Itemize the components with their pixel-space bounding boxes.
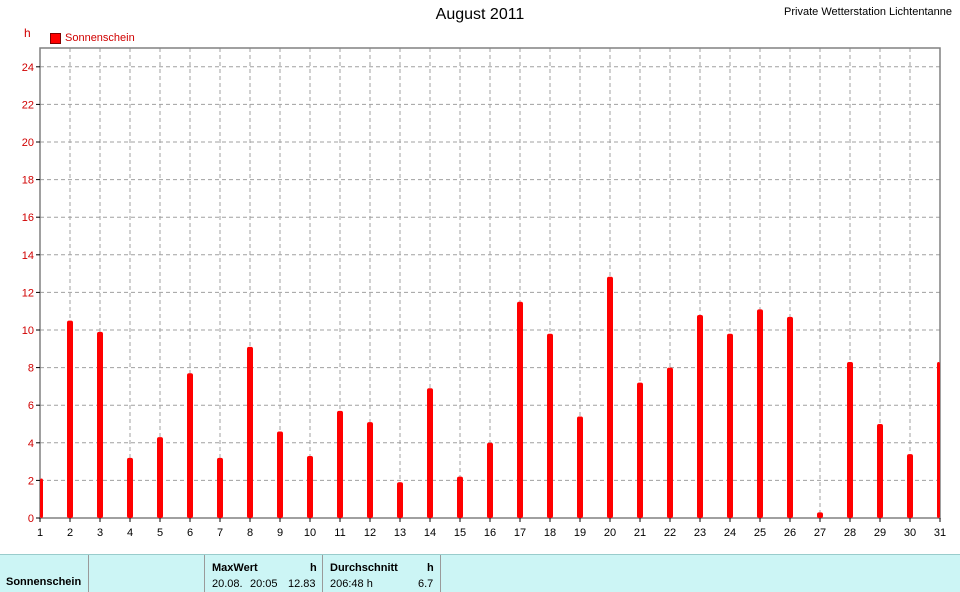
x-tick-label: 31 — [934, 527, 946, 539]
max-unit: h — [310, 562, 317, 574]
x-tick-label: 9 — [277, 527, 283, 539]
legend: Sonnenschein — [50, 32, 135, 44]
y-tick-label: 4 — [28, 438, 34, 450]
x-tick-label: 30 — [904, 527, 916, 539]
bar — [667, 367, 673, 518]
x-tick-label: 14 — [424, 527, 436, 539]
bar — [607, 276, 613, 518]
max-header: MaxWert — [212, 562, 258, 574]
bar — [97, 331, 103, 518]
y-tick-label: 0 — [28, 513, 34, 525]
x-tick-label: 23 — [694, 527, 706, 539]
bar — [67, 320, 73, 518]
legend-swatch — [50, 32, 61, 44]
x-tick-label: 29 — [874, 527, 886, 539]
max-value: 12.83 — [288, 578, 316, 590]
bar — [547, 333, 553, 518]
avg-total: 206:48 h — [330, 578, 373, 590]
y-tick-label: 10 — [22, 325, 34, 337]
y-tick-label: 24 — [22, 62, 34, 74]
bar — [757, 309, 763, 518]
footer-row-label: Sonnenschein — [6, 576, 82, 588]
bar — [517, 301, 523, 518]
bar — [397, 482, 403, 518]
station-name: Private Wetterstation Lichtentanne — [784, 6, 952, 18]
x-tick-label: 15 — [454, 527, 466, 539]
bar — [787, 316, 793, 518]
y-tick-label: 2 — [28, 475, 34, 487]
footer-label-cell: Sonnenschein — [0, 555, 89, 592]
bar — [577, 416, 583, 518]
avg-header: Durchschnitt — [330, 562, 398, 574]
max-date: 20.08. — [212, 578, 243, 590]
x-tick-label: 2 — [67, 527, 73, 539]
y-tick-label: 12 — [22, 287, 34, 299]
bar — [457, 476, 463, 518]
avg-value: 6.7 — [418, 578, 434, 590]
bar — [307, 455, 313, 518]
y-tick-label: 22 — [22, 99, 34, 111]
bar — [877, 424, 883, 518]
bar — [337, 410, 343, 518]
y-tick-label: 20 — [22, 137, 34, 149]
footer-avg-cell: Durchschnitt h 206:48 h 6.7 — [323, 555, 441, 592]
bar — [727, 333, 733, 518]
x-tick-label: 3 — [97, 527, 103, 539]
y-tick-label: 6 — [28, 400, 34, 412]
bar — [247, 346, 253, 518]
legend-label: Sonnenschein — [65, 32, 135, 44]
x-tick-label: 5 — [157, 527, 163, 539]
x-tick-label: 16 — [484, 527, 496, 539]
bar — [487, 442, 493, 518]
bar — [427, 388, 433, 518]
x-tick-label: 7 — [217, 527, 223, 539]
x-tick-label: 19 — [574, 527, 586, 539]
x-tick-label: 18 — [544, 527, 556, 539]
max-time: 20:05 — [250, 578, 278, 590]
y-tick-label: 18 — [22, 175, 34, 187]
bar — [127, 457, 133, 518]
bar — [637, 382, 643, 518]
avg-unit: h — [427, 562, 434, 574]
x-tick-label: 21 — [634, 527, 646, 539]
bar — [277, 431, 283, 518]
x-tick-label: 10 — [304, 527, 316, 539]
bar — [937, 361, 940, 518]
x-tick-label: 1 — [37, 527, 43, 539]
bar — [217, 457, 223, 518]
y-tick-label: 8 — [28, 363, 34, 375]
bar — [697, 314, 703, 518]
footer-empty-cell — [89, 555, 205, 592]
bar — [817, 512, 823, 518]
x-tick-label: 20 — [604, 527, 616, 539]
x-tick-label: 26 — [784, 527, 796, 539]
x-tick-label: 25 — [754, 527, 766, 539]
statistics-footer: Sonnenschein MaxWert h 20.08. 20:05 12.8… — [0, 554, 960, 592]
bar — [187, 373, 193, 518]
x-tick-label: 28 — [844, 527, 856, 539]
x-tick-label: 6 — [187, 527, 193, 539]
x-tick-label: 11 — [334, 527, 345, 539]
x-tick-label: 22 — [664, 527, 676, 539]
bar — [40, 478, 43, 518]
x-tick-label: 4 — [127, 527, 133, 539]
bar — [367, 422, 373, 518]
chart-title: August 2011 — [435, 6, 525, 23]
y-axis-unit: h — [24, 26, 31, 40]
x-tick-label: 13 — [394, 527, 406, 539]
x-tick-label: 8 — [247, 527, 253, 539]
footer-max-cell: MaxWert h 20.08. 20:05 12.83 — [205, 555, 323, 592]
x-tick-label: 17 — [514, 527, 526, 539]
bar — [157, 437, 163, 518]
y-tick-label: 16 — [22, 212, 34, 224]
bar — [847, 361, 853, 518]
bar — [907, 454, 913, 518]
y-tick-label: 14 — [22, 250, 34, 262]
x-tick-label: 24 — [724, 527, 736, 539]
x-tick-label: 12 — [364, 527, 376, 539]
x-tick-label: 27 — [814, 527, 826, 539]
